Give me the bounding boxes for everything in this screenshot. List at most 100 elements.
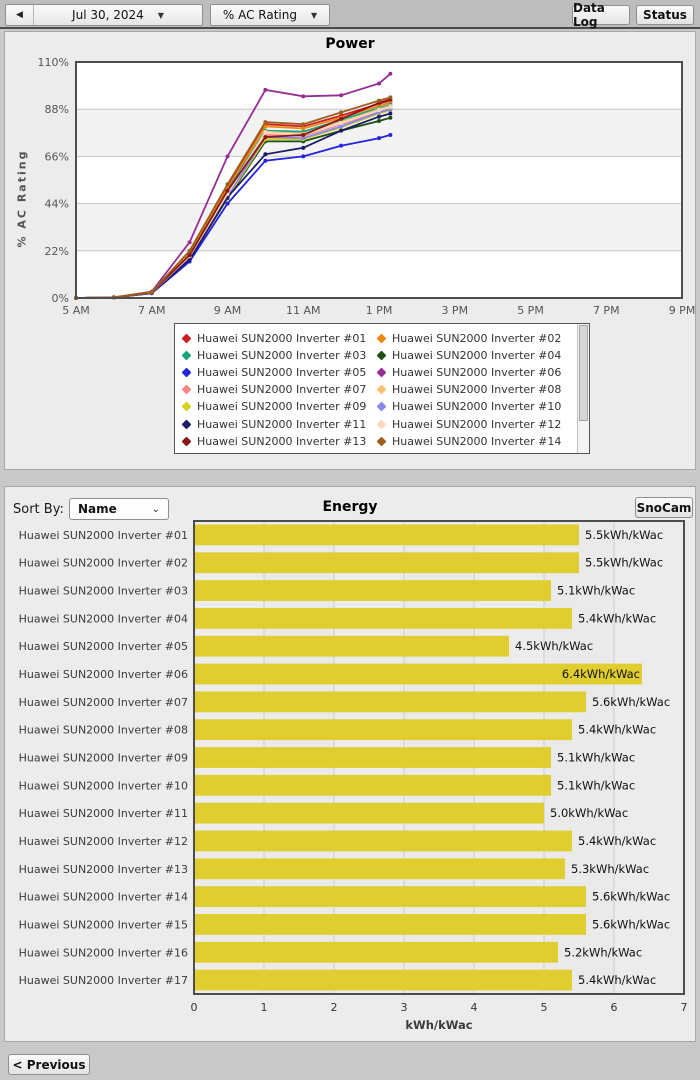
series-marker	[301, 132, 306, 137]
series-marker	[388, 71, 393, 76]
series-marker	[377, 114, 381, 119]
series-marker	[388, 115, 393, 120]
previous-page-button[interactable]: < Previous	[8, 1054, 90, 1075]
legend-item: Huawei SUN2000 Inverter #12	[376, 418, 573, 431]
status-button[interactable]: Status	[636, 5, 694, 25]
bar-value-label: 5.4kWh/kWac	[578, 834, 656, 848]
energy-bar	[194, 830, 572, 852]
x-tick-label: 11 AM	[286, 304, 321, 317]
series-marker	[225, 201, 230, 206]
x-axis-label: kWh/kWac	[405, 1018, 472, 1032]
x-tick-label: 1	[261, 1001, 268, 1014]
series-marker	[377, 81, 381, 86]
bar-category-label: Huawei SUN2000 Inverter #16	[19, 946, 188, 959]
series-marker	[377, 136, 381, 141]
bar-category-label: Huawei SUN2000 Inverter #02	[19, 557, 188, 570]
plot-band	[76, 203, 682, 251]
energy-bar	[194, 691, 586, 713]
series-marker	[339, 128, 344, 133]
legend-item: Huawei SUN2000 Inverter #09	[181, 400, 378, 414]
data-log-button[interactable]: Data Log	[572, 1, 630, 29]
legend-marker-icon	[376, 350, 387, 361]
date-control: ◀ Jul 30, 2024 ▼	[5, 4, 203, 26]
bar-category-label: Huawei SUN2000 Inverter #11	[19, 807, 188, 820]
left-arrow-icon: ◀	[16, 10, 23, 20]
y-tick-label: 0%	[52, 292, 69, 305]
x-tick-label: 5 PM	[517, 304, 544, 317]
series-marker	[377, 108, 381, 113]
bar-value-label: 5.1kWh/kWac	[557, 778, 635, 792]
energy-bar	[194, 858, 565, 880]
series-marker	[339, 93, 344, 98]
legend-marker-icon	[376, 367, 387, 378]
legend-marker-icon	[181, 350, 192, 361]
y-tick-label: 88%	[45, 103, 69, 116]
legend-label: Huawei SUN2000 Inverter #01	[197, 332, 367, 346]
bar-value-label: 5.1kWh/kWac	[557, 584, 635, 598]
snocam-button[interactable]: SnoCam	[635, 497, 693, 518]
bar-category-label: Huawei SUN2000 Inverter #01	[19, 529, 188, 542]
series-marker	[187, 248, 192, 253]
legend-scrollbar-thumb[interactable]	[579, 325, 588, 421]
energy-chart-title: Energy	[322, 499, 378, 515]
bar-value-label: 5.1kWh/kWac	[557, 751, 635, 765]
series-marker	[377, 98, 381, 103]
series-marker	[339, 121, 344, 126]
sort-by-label: Sort By:	[13, 502, 64, 517]
series-marker	[225, 154, 230, 159]
plot-border	[75, 61, 683, 299]
sort-by-select[interactable]: Name ⌄	[69, 498, 169, 520]
y-tick-label: 44%	[45, 198, 69, 211]
series-marker	[263, 120, 268, 125]
bar-category-label: Huawei SUN2000 Inverter #09	[19, 752, 188, 765]
energy-bar	[194, 580, 551, 601]
bar-category-label: Huawei SUN2000 Inverter #13	[19, 863, 188, 876]
power-legend: Huawei SUN2000 Inverter #01 Huawei SUN200…	[174, 323, 590, 454]
series-marker	[301, 145, 306, 150]
series-marker	[187, 253, 192, 258]
series-marker	[388, 105, 393, 110]
bar-value-label: 5.0kWh/kWac	[550, 806, 628, 820]
series-line	[75, 96, 391, 299]
series-marker	[263, 152, 268, 157]
x-tick-label: 3 PM	[441, 304, 468, 317]
legend-label: Huawei SUN2000 Inverter #07	[197, 383, 367, 397]
previous-day-button[interactable]: ◀	[6, 5, 34, 25]
energy-bar	[194, 802, 544, 824]
x-tick-label: 9 PM	[669, 304, 695, 317]
bar-value-label: 6.4kWh/kWac	[562, 667, 640, 681]
energy-bar	[194, 719, 572, 741]
legend-marker-icon	[181, 333, 192, 344]
x-tick-label: 7 PM	[593, 304, 620, 317]
bar-category-label: Huawei SUN2000 Inverter #17	[19, 974, 188, 987]
energy-bar	[194, 524, 579, 546]
power-chart-title: Power	[325, 36, 375, 52]
date-value: Jul 30, 2024	[72, 8, 144, 22]
top-toolbar: ◀ Jul 30, 2024 ▼ % AC Rating ▼ Data Log …	[0, 0, 700, 29]
legend-label: Huawei SUN2000 Inverter #09	[197, 400, 367, 414]
metric-dropdown[interactable]: % AC Rating ▼	[210, 4, 330, 26]
x-tick-label: 5 AM	[62, 304, 90, 317]
legend-marker-icon	[181, 419, 192, 429]
series-marker	[187, 240, 192, 245]
bar-value-label: 5.2kWh/kWac	[564, 945, 642, 959]
x-tick-label: 2	[331, 1001, 338, 1014]
series-marker	[301, 94, 306, 99]
x-tick-label: 4	[471, 1001, 478, 1014]
plot-band	[76, 156, 682, 204]
x-tick-label: 5	[541, 1001, 548, 1014]
legend-scrollbar[interactable]	[577, 324, 589, 453]
series-marker	[339, 116, 344, 121]
series-marker	[301, 122, 306, 127]
x-tick-label: 7 AM	[138, 304, 166, 317]
date-dropdown[interactable]: Jul 30, 2024 ▼	[34, 8, 202, 22]
y-tick-label: 66%	[45, 150, 69, 163]
chevron-down-icon: ⌄	[151, 503, 160, 515]
legend-label: Huawei SUN2000 Inverter #13	[197, 434, 367, 448]
bar-value-label: 5.5kWh/kWac	[585, 528, 663, 542]
bar-category-label: Huawei SUN2000 Inverter #12	[19, 835, 188, 848]
x-tick-label: 3	[401, 1001, 408, 1014]
chevron-down-icon: ▼	[310, 10, 318, 20]
legend-item: Huawei SUN2000 Inverter #02	[376, 332, 573, 345]
series-marker	[263, 130, 268, 135]
